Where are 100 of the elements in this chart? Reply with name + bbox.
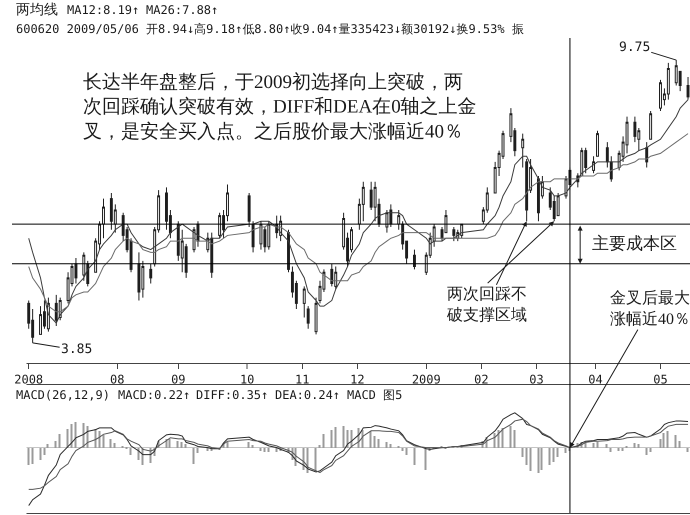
bar bbox=[666, 431, 669, 448]
bar bbox=[606, 444, 608, 448]
bar bbox=[130, 448, 132, 455]
bar bbox=[638, 444, 640, 448]
bar bbox=[264, 448, 266, 452]
bar bbox=[414, 448, 416, 465]
text: MACD 图5 bbox=[347, 388, 402, 402]
candlestick bbox=[536, 176, 540, 222]
bar bbox=[522, 448, 524, 457]
candlestick bbox=[645, 142, 648, 168]
bar bbox=[184, 444, 187, 448]
bar bbox=[370, 431, 372, 448]
x-tick-label: 02 bbox=[474, 372, 489, 386]
bar bbox=[564, 448, 567, 453]
bar bbox=[374, 436, 376, 448]
bar bbox=[674, 435, 677, 448]
bar bbox=[402, 448, 404, 451]
annotation: 3.85 bbox=[61, 342, 92, 357]
annotation: 金叉后最大涨幅近40％ bbox=[610, 289, 690, 328]
bar bbox=[646, 448, 648, 455]
bar bbox=[226, 442, 229, 448]
candlestick bbox=[584, 147, 588, 174]
bar bbox=[28, 448, 30, 465]
candlestick bbox=[592, 156, 596, 174]
bar bbox=[110, 439, 112, 448]
bar bbox=[650, 448, 652, 452]
bar bbox=[552, 448, 555, 462]
candlestick bbox=[302, 286, 306, 318]
bar bbox=[334, 427, 337, 448]
bar bbox=[206, 448, 209, 451]
candlestick bbox=[149, 263, 152, 284]
bar bbox=[58, 434, 61, 448]
bar bbox=[556, 448, 559, 457]
candlestick bbox=[659, 79, 662, 112]
bar bbox=[390, 444, 392, 448]
bar bbox=[610, 448, 612, 452]
candlestick bbox=[306, 306, 310, 330]
candlestick bbox=[248, 192, 251, 228]
candlestick bbox=[521, 133, 524, 168]
bar bbox=[622, 448, 624, 451]
bar bbox=[44, 448, 46, 455]
candlestick bbox=[397, 209, 400, 230]
bar bbox=[346, 430, 349, 448]
bar bbox=[252, 445, 254, 448]
bar bbox=[46, 444, 49, 448]
x-tick-label: 12 bbox=[350, 372, 365, 386]
text: MACD:0.22↑ bbox=[118, 388, 190, 402]
bar bbox=[494, 433, 496, 448]
candlestick bbox=[137, 252, 140, 301]
bar bbox=[406, 448, 408, 455]
bar bbox=[618, 448, 620, 451]
bar bbox=[548, 448, 551, 465]
text: DEA:0.24↑ bbox=[275, 388, 340, 402]
bar bbox=[260, 448, 262, 451]
bar bbox=[592, 443, 595, 448]
candlestick bbox=[252, 220, 255, 253]
bar bbox=[114, 443, 116, 448]
candlestick bbox=[596, 130, 599, 157]
bar bbox=[378, 439, 380, 448]
text: MA12:8.19↑ bbox=[67, 3, 140, 17]
bar bbox=[342, 426, 345, 448]
bar bbox=[510, 426, 512, 448]
bar bbox=[196, 448, 199, 453]
text: 600620 2009/05/06 开8.94↓高9.18↑低8.80↑收9.04↑量335423↓额30192↓换9.53% 振 bbox=[16, 22, 524, 36]
candlestick bbox=[102, 198, 105, 239]
x-tick-label: 11 bbox=[295, 372, 310, 386]
bar bbox=[322, 434, 325, 448]
bar bbox=[66, 429, 69, 448]
annotation: 9.75 bbox=[619, 40, 650, 55]
bar bbox=[276, 448, 278, 452]
bar bbox=[168, 439, 171, 448]
candlestick bbox=[259, 220, 262, 250]
bar bbox=[502, 428, 504, 448]
bar bbox=[248, 442, 250, 448]
bar bbox=[176, 441, 179, 448]
bar bbox=[330, 430, 333, 448]
bar bbox=[530, 448, 532, 471]
x-tick-label: 03 bbox=[529, 372, 544, 386]
candlestick bbox=[263, 226, 266, 253]
candlestick bbox=[110, 192, 113, 230]
bar bbox=[540, 448, 543, 470]
x-tick-label: 10 bbox=[240, 372, 254, 386]
x-tick-label: 2009 bbox=[412, 372, 441, 386]
candlestick bbox=[606, 142, 609, 168]
bar bbox=[678, 441, 681, 448]
bar bbox=[526, 448, 528, 465]
bar bbox=[32, 448, 34, 464]
candlestick bbox=[287, 229, 290, 273]
candlestick bbox=[452, 226, 456, 242]
bar bbox=[424, 448, 427, 470]
bar bbox=[634, 443, 636, 448]
bar bbox=[686, 448, 689, 452]
bar bbox=[498, 430, 500, 448]
bar bbox=[192, 448, 195, 464]
bar bbox=[54, 441, 57, 448]
candlestick bbox=[267, 220, 270, 250]
candlestick bbox=[314, 297, 318, 335]
text: MA26:7.88↑ bbox=[146, 3, 218, 17]
x-tick-label: 05 bbox=[653, 372, 668, 386]
bar bbox=[596, 442, 599, 448]
